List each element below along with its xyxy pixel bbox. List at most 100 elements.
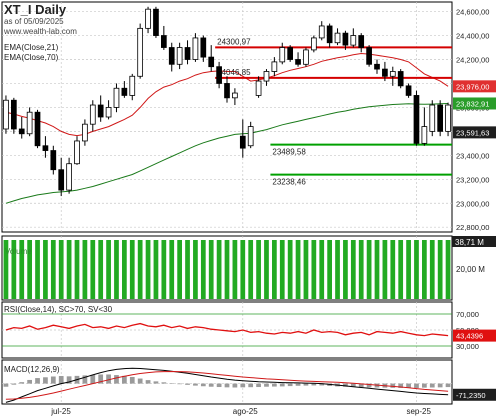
macd-histogram-bar <box>366 383 372 388</box>
candle-body <box>421 126 428 144</box>
price-badge-label: 23,976,00 <box>456 82 489 91</box>
macd-histogram-bar <box>50 376 56 384</box>
level-label: 23238,46 <box>272 178 306 187</box>
price-tick-label: 24,600,00 <box>456 8 489 17</box>
volume-axis-tick: 20,00 M <box>456 265 485 274</box>
candle-body <box>326 25 333 44</box>
macd-histogram-bar <box>90 374 96 384</box>
candle-body <box>437 104 444 132</box>
macd-path <box>5 367 449 403</box>
macd-signal-path <box>5 370 449 400</box>
volume-bar <box>240 240 246 299</box>
volume-bar <box>43 240 48 299</box>
volume-bar <box>90 240 96 299</box>
volume-bar <box>35 240 40 299</box>
candle-body <box>413 95 420 144</box>
macd-histogram-bar <box>406 383 411 388</box>
macd-histogram-bar <box>414 383 419 388</box>
volume-bar <box>193 240 198 299</box>
macd-histogram-bar <box>232 383 238 388</box>
volume-bar <box>177 240 182 299</box>
volume-current-badge <box>452 236 496 247</box>
candle-body <box>279 47 286 63</box>
candle-body <box>216 66 222 84</box>
volume-bar <box>358 240 364 299</box>
macd-histogram-bar <box>43 377 48 384</box>
macd-histogram-bar <box>390 383 396 388</box>
macd-lines: -71,2350 <box>2 367 496 403</box>
volume-bar <box>429 240 435 299</box>
macd-histogram-bar <box>350 383 356 388</box>
candle-body <box>168 47 175 65</box>
candle-body <box>295 59 301 65</box>
candle-body <box>208 56 215 68</box>
volume-bar <box>406 240 411 299</box>
volume-bar <box>224 240 230 299</box>
macd-histogram-bar <box>256 383 261 388</box>
candle-body <box>26 111 33 135</box>
macd-histogram-bar <box>445 383 451 388</box>
candle-body <box>50 150 57 171</box>
volume-bar <box>208 240 214 299</box>
price-badge-label: 23,832,91 <box>456 99 489 108</box>
ema70-path <box>5 103 449 204</box>
macd-histogram-bar <box>19 382 25 384</box>
macd-histogram-bar <box>200 383 206 387</box>
candle-body <box>89 104 96 125</box>
volume-label: Volume <box>5 247 32 256</box>
volume-bar <box>303 240 309 299</box>
candle-body <box>310 37 317 51</box>
macd-histogram-bar <box>35 378 40 384</box>
rsi-current-badge <box>453 329 496 342</box>
candlesticks <box>3 6 451 197</box>
macd-histogram-bar <box>248 383 254 388</box>
x-axis-label: jul-25 <box>50 407 71 416</box>
candle-body <box>82 123 88 142</box>
volume-bar <box>185 240 190 299</box>
candle-body <box>318 25 325 39</box>
volume-bar <box>248 240 254 299</box>
volume-bar <box>27 240 32 299</box>
macd-histogram-bar <box>319 383 325 386</box>
x-axis-labels: jul-25 ago-25 sep-25 <box>50 407 431 416</box>
volume-bar <box>74 240 80 299</box>
candle-body <box>366 47 372 65</box>
level-label: 24046,85 <box>217 68 251 77</box>
candle-body <box>66 163 72 191</box>
pane-price-frame <box>1 1 453 233</box>
rsi-label: RSI(Close,14), SC>70, SV<30 <box>4 305 113 314</box>
volume-bar <box>153 240 159 299</box>
ema21-legend: EMA(Close,21) <box>4 43 59 52</box>
ema21-line <box>5 52 449 137</box>
candle-body <box>105 107 112 118</box>
macd-histogram-bar <box>429 383 435 388</box>
macd-histogram-bar <box>216 383 222 388</box>
volume-bar <box>272 240 277 299</box>
candle-body <box>255 80 262 96</box>
support-resistance-levels: 24300,97 24046,85 23489,58 23238,46 <box>215 37 452 187</box>
macd-histogram-bar <box>145 380 151 384</box>
macd-histogram-bar <box>27 379 32 384</box>
candle-body <box>145 8 151 29</box>
volume-bar <box>129 240 135 299</box>
volume-bar <box>343 240 348 299</box>
candle-body <box>358 35 365 48</box>
volume-bar <box>114 240 119 299</box>
volume-bar <box>311 240 317 299</box>
volume-bar <box>169 240 175 299</box>
volume-bar <box>98 240 104 299</box>
macd-histogram-bar <box>358 383 364 388</box>
candle-body <box>42 145 49 151</box>
price-badge <box>453 97 496 110</box>
chart-title: XT_I Daily <box>4 2 67 17</box>
volume-bar <box>295 240 301 299</box>
macd-current-label: -71,2350 <box>456 391 486 400</box>
candle-body <box>137 27 144 77</box>
candle-body <box>18 128 25 135</box>
volume-bar <box>58 240 64 299</box>
macd-histogram-bar <box>137 378 143 384</box>
ema70-legend: EMA(Close,70) <box>4 53 59 62</box>
volume-bar <box>161 240 167 299</box>
price-tick-label: 23,000,00 <box>456 199 489 208</box>
